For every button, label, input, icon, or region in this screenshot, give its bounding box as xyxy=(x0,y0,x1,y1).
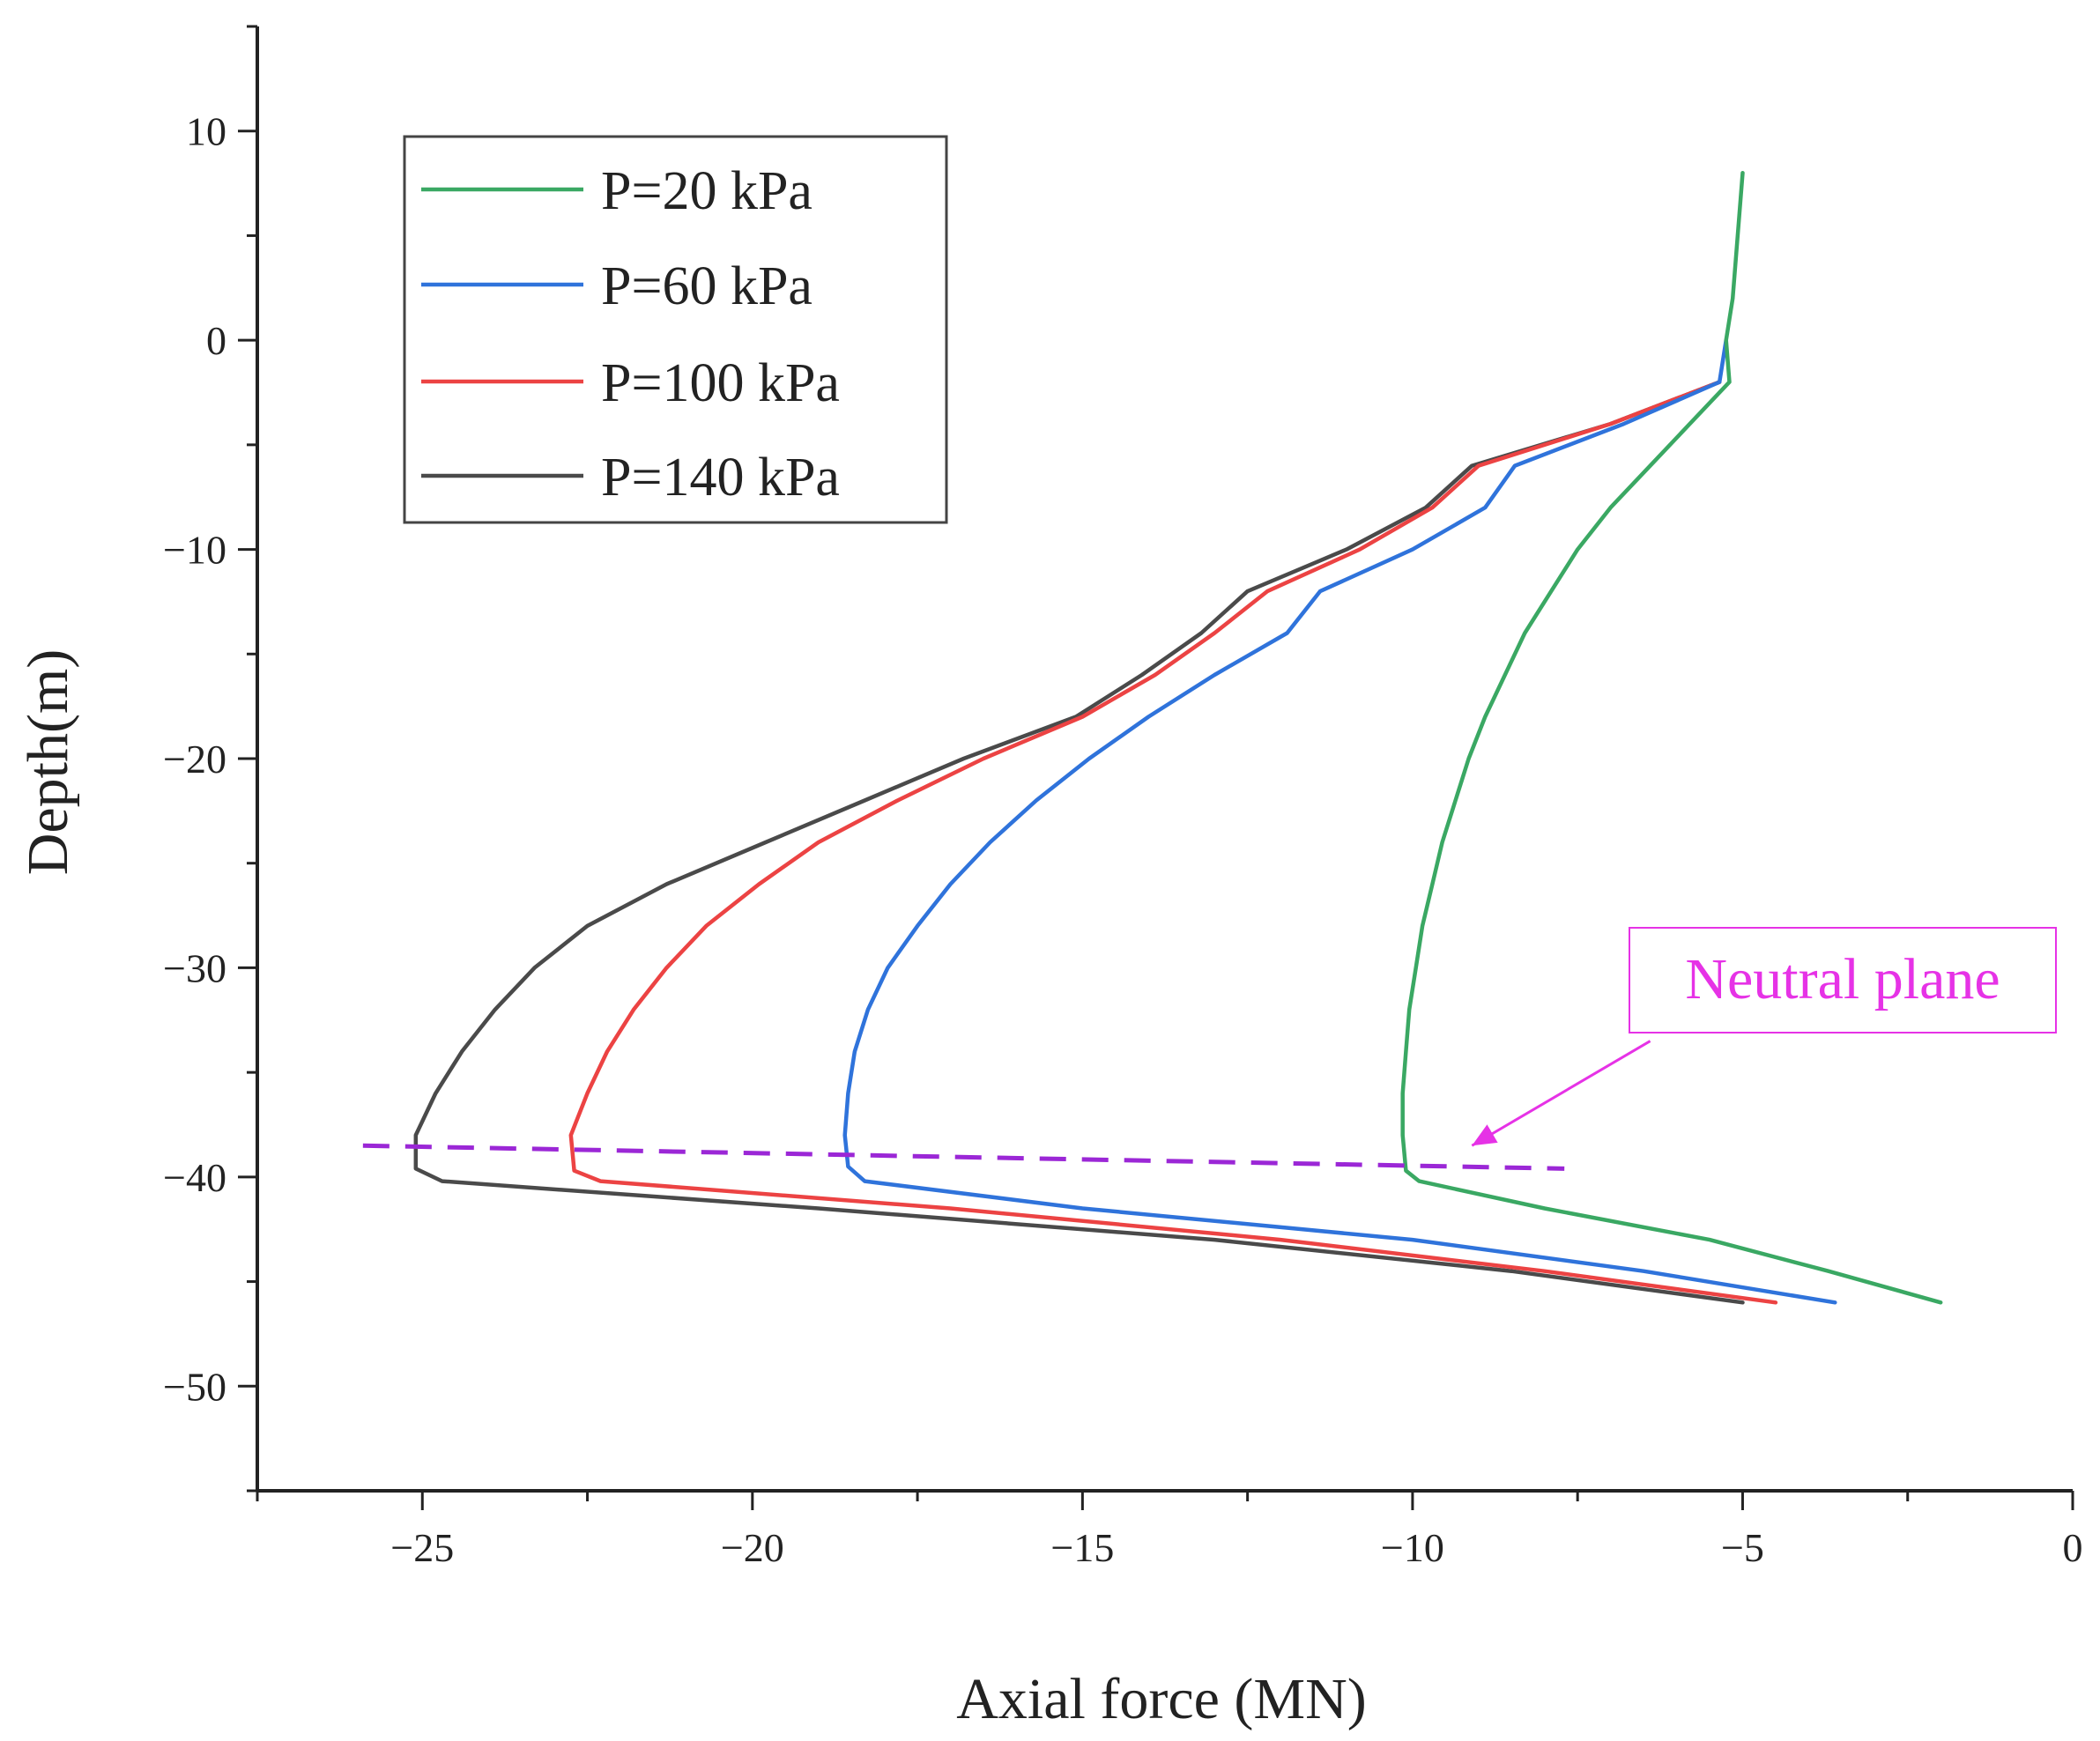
series-layer xyxy=(413,170,1943,1305)
x-axis-title: Axial force (MN) xyxy=(956,1667,1366,1731)
series-line-p-20-kpa xyxy=(1400,170,1943,1305)
legend-label: P=100 kPa xyxy=(601,353,840,413)
y-tick-label: −20 xyxy=(163,737,226,782)
legend: P=20 kPa P=60 kPa P=100 kPa P=140 kPa xyxy=(403,135,948,524)
y-tick-label: −10 xyxy=(163,528,226,573)
neutral-plane-line xyxy=(362,1143,1565,1171)
x-tick-label: 0 xyxy=(2063,1525,2083,1570)
annotation-arrow xyxy=(1471,1040,1651,1147)
x-tick-label: −20 xyxy=(721,1525,784,1570)
x-tick-label: −15 xyxy=(1050,1525,1114,1570)
series-line-p-100-kpa xyxy=(568,380,1778,1305)
annotation-label: Neutral plane xyxy=(1685,947,2000,1011)
series-line-p-60-kpa xyxy=(842,337,1837,1305)
legend-box xyxy=(403,135,948,524)
x-tick-label: −25 xyxy=(390,1525,454,1570)
series-line-p-140-kpa xyxy=(413,380,1745,1305)
y-tick-label: −40 xyxy=(163,1155,226,1200)
y-tick-label: −50 xyxy=(163,1364,226,1409)
y-tick-label: 10 xyxy=(186,109,226,154)
legend-label: P=140 kPa xyxy=(601,448,840,507)
x-tick-label: −10 xyxy=(1381,1525,1444,1570)
y-tick-label: −30 xyxy=(163,945,226,990)
legend-label: P=60 kPa xyxy=(601,256,813,316)
y-tick-label: 0 xyxy=(206,318,226,363)
legend-label: P=20 kPa xyxy=(601,161,813,221)
overlay-layer: Neutral plane xyxy=(362,927,2057,1171)
y-axis-title: Depth(m) xyxy=(16,649,80,876)
annotation-box xyxy=(1629,927,2057,1033)
x-tick-label: −5 xyxy=(1721,1525,1764,1570)
